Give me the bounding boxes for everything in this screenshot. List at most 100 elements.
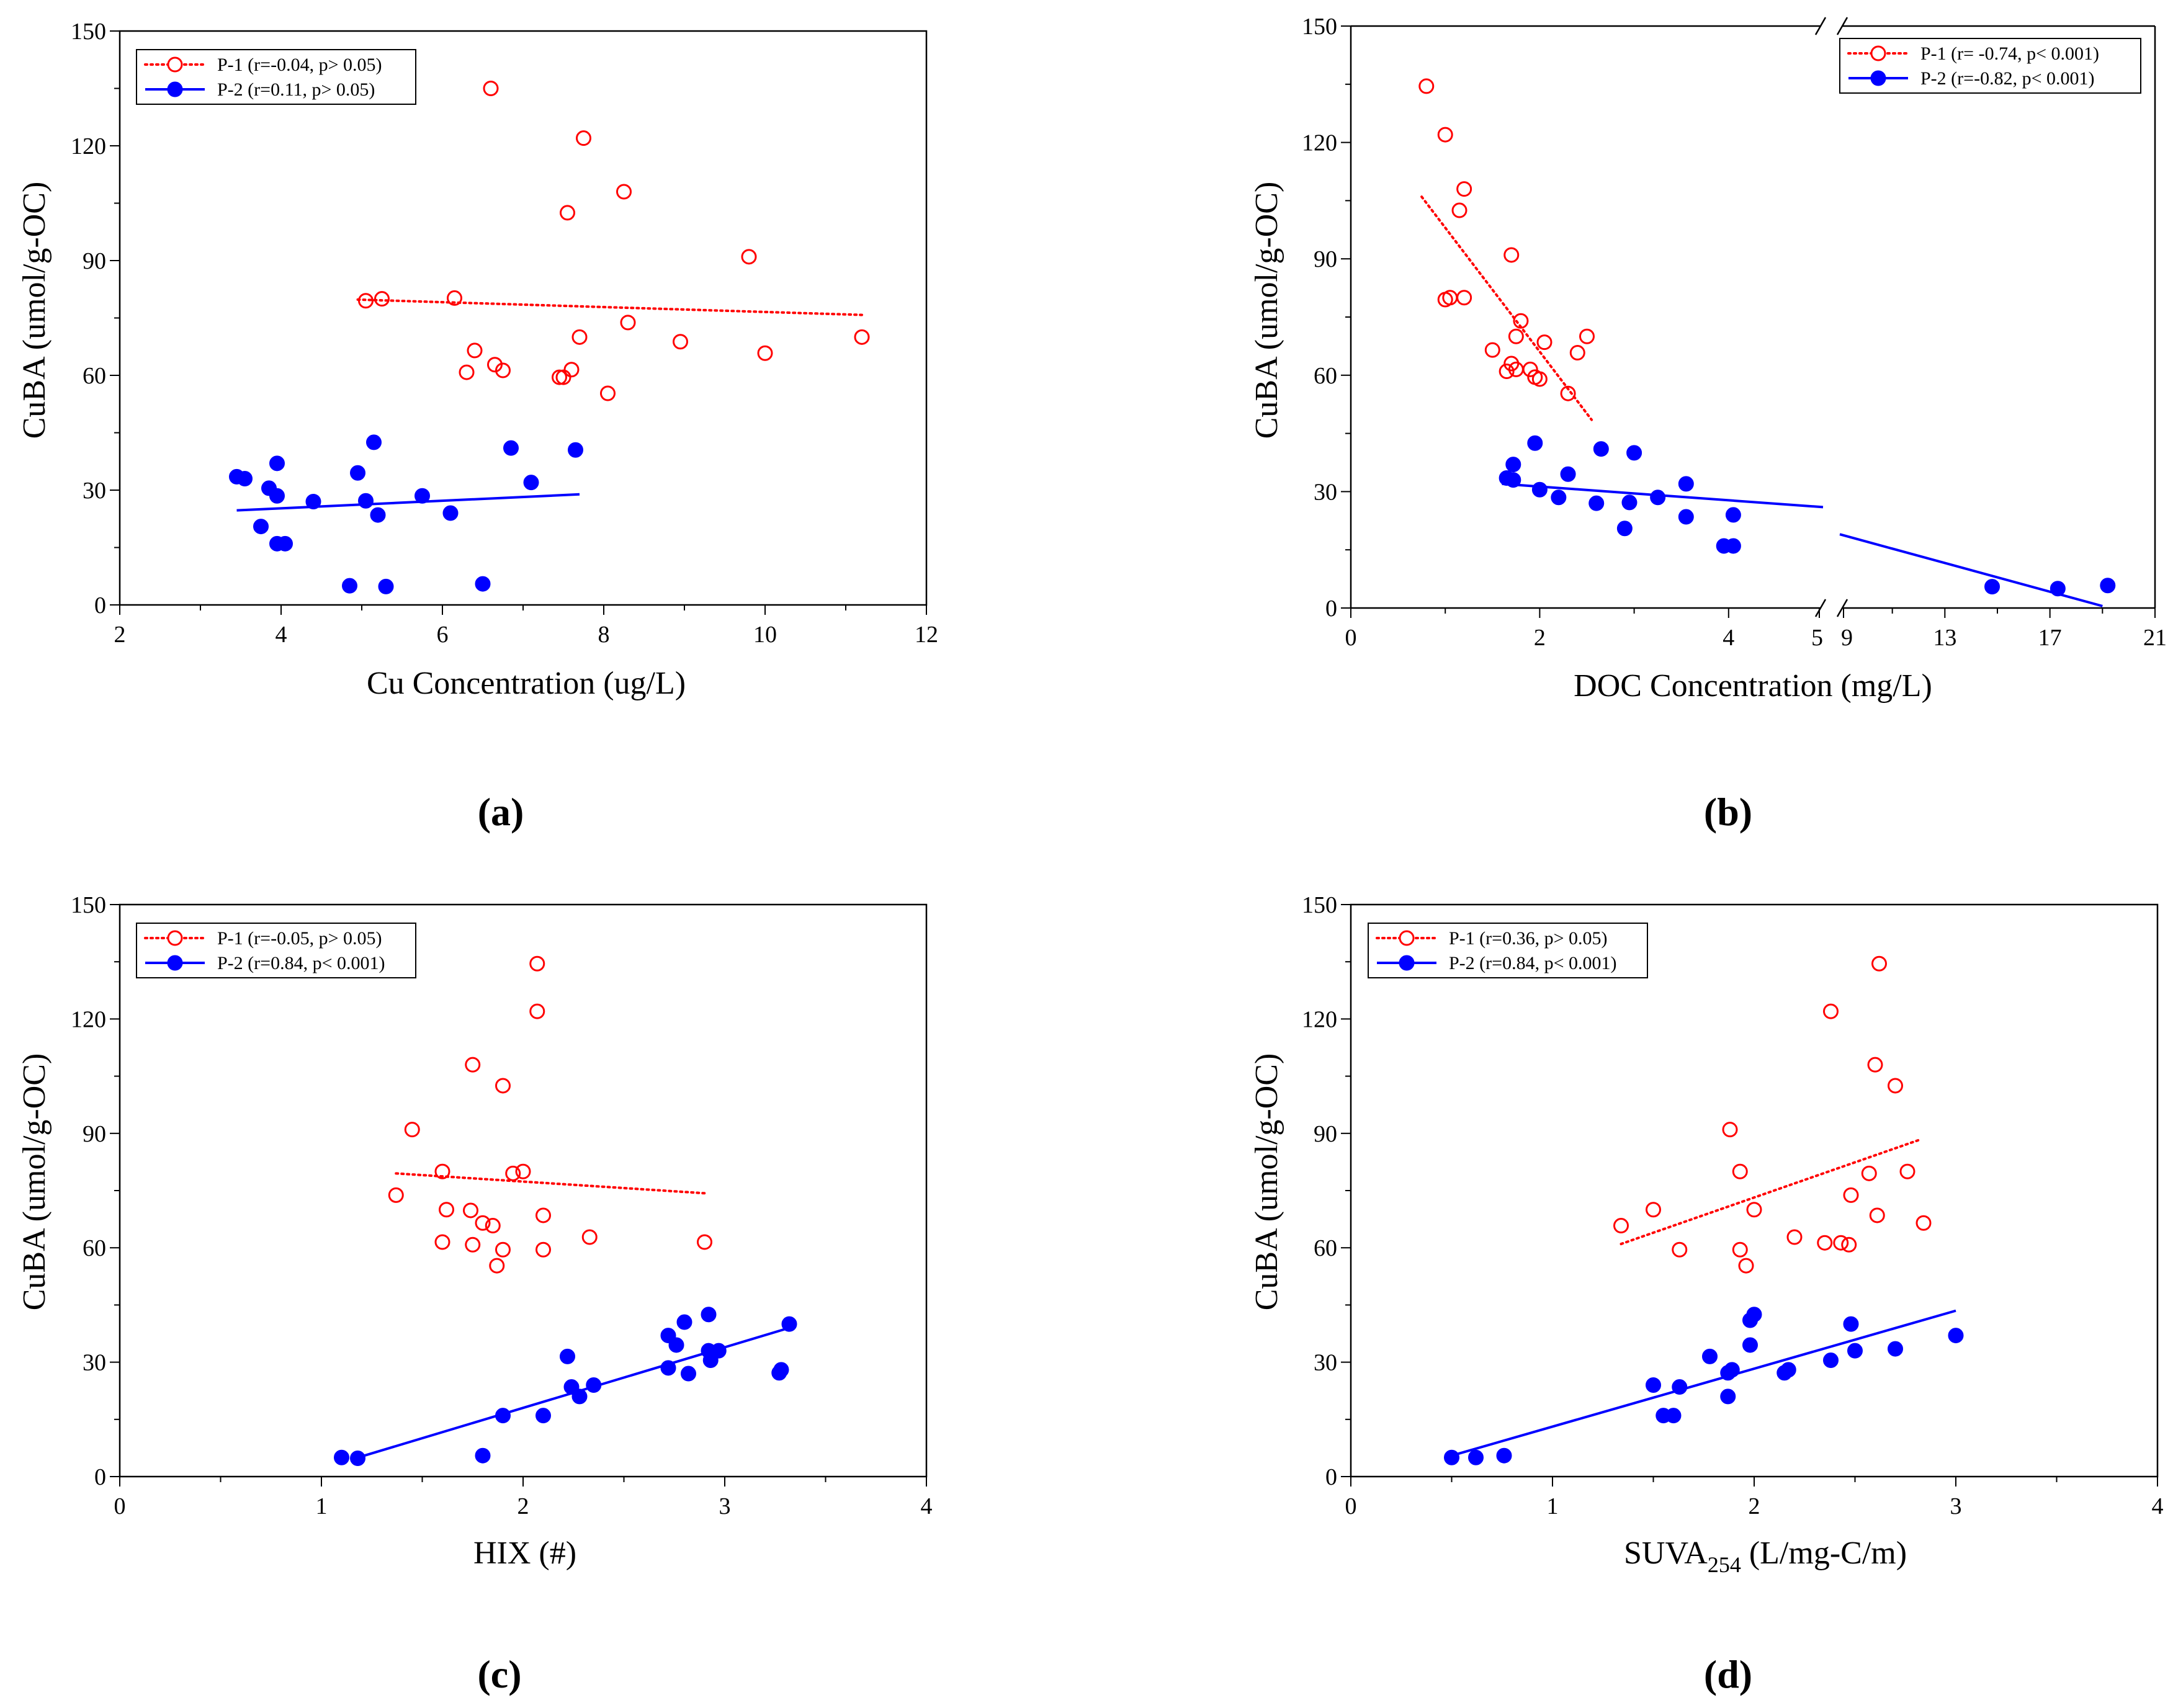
legend-marker-p2 [167,955,183,971]
panel-b-p2-point-13 [1678,476,1694,492]
panel-a-p2-point-14 [442,505,459,521]
panel-a-p2-point-15 [342,578,357,594]
y-tick-label: 120 [1302,1006,1337,1032]
panel-b-p2-point-17 [1725,507,1741,523]
panel-c-p2-point-1 [350,1450,365,1466]
panel-b-p1-point-20 [1560,385,1576,401]
panel-d-p1-point-5 [1732,1163,1748,1179]
panel-d-p2-point-20 [1948,1328,1964,1344]
panel-d-p2-point-19 [1888,1341,1903,1357]
panel-d-ylabel: CuBA (umol/g-OC) [1249,1053,1284,1311]
panel-d-p2-point-8 [1720,1388,1736,1405]
panel-b-p1-point-0 [1418,78,1435,94]
axis-break-mark [1814,599,1827,617]
panel-a-p1-point-10 [673,334,688,350]
y-tick-label: 150 [71,19,106,45]
panel-c-p1-point-3 [495,1078,511,1094]
panel-a-p1-point-9 [571,329,588,345]
legend-marker-p2 [1870,70,1886,86]
panel-a-p1-point-11 [854,329,870,345]
chart-panel-c: 0 30 60 90 120 150 0 1 2 3 4 P-1 (r=-0.05, p> 0.05)… [71,892,933,1519]
panel-d-p2-fit-line [1451,1309,1956,1457]
panel-c-p2-point-2 [475,1447,491,1464]
panel-b-p1-fit-line [1420,195,1593,421]
panel-b-p1-point-3 [1451,202,1467,218]
axis-break-mark [1814,17,1827,35]
panel-d-p2-point-10 [1724,1362,1740,1378]
panel-a-p1-point-18 [555,369,571,385]
panel-d-p2-point-3 [1646,1377,1661,1393]
chart-panel-b: 0 30 60 90 120 150 0 2 4 5 9 13 17 21 P-1 (r= -0.74, p… [1302,14,2167,651]
panel-c-p1-point-17 [697,1234,712,1250]
y-tick-label: 120 [1302,130,1337,156]
panel-a-p1-point-4 [576,130,591,146]
panel-b-p2-point-7 [1588,495,1605,511]
x-tick-label: 9 [1841,625,1853,651]
panel-d-p1-point-3 [1888,1078,1903,1094]
panel-b-label: (b) [1704,790,1752,834]
panel-a-p1-point-12 [467,342,483,359]
panel-d-p1-point-2 [1867,1057,1883,1073]
panel-d-p1-point-4 [1722,1122,1738,1138]
panel-a-p1-point-3 [483,81,499,96]
panel-c-p1-point-19 [535,1241,551,1258]
panel-d-p1-point-11 [1869,1207,1885,1223]
y-tick-label: 90 [1314,246,1337,272]
panel-d-p2-point-1 [1468,1449,1484,1465]
panel-a-p1-point-17 [552,369,567,385]
panel-c-p2-point-17 [710,1343,727,1359]
y-tick-label: 120 [71,133,106,159]
legend-label-p2: P-2 (r=0.11, p> 0.05) [217,79,375,100]
panel-c-p2-point-0 [334,1449,349,1465]
x-tick-label: 3 [1950,1493,1962,1519]
panel-b-p1-point-15 [1499,364,1515,380]
panel-d-p1-point-15 [1817,1235,1833,1251]
panel-b-p2-point-8 [1593,441,1609,457]
panel-d-xlabel-subscript: 254 [1708,1552,1741,1577]
panel-c-ylabel: CuBA (umol/g-OC) [17,1053,52,1311]
panel-c-p1-point-11 [535,1207,551,1223]
x-tick-label: 2 [1749,1493,1760,1519]
panel-c-p2-point-4 [535,1408,551,1424]
panel-d-p2-point-18 [1847,1343,1863,1359]
legend-label-p2: P-2 (r=0.84, p< 0.001) [1449,953,1616,973]
panel-d-p1-point-8 [1843,1187,1859,1203]
panel-c-p2-point-19 [773,1362,789,1378]
panel-b-p2-point-10 [1621,494,1638,511]
y-tick-label: 60 [1314,363,1337,389]
y-tick-label: 0 [1325,1464,1337,1490]
y-tick-label: 90 [83,1121,106,1147]
x-tick-label: 4 [276,622,287,648]
x-tick-label: 2 [1534,625,1546,651]
panel-a-p2-point-12 [370,507,386,523]
panel-b-p2-point-1 [1505,472,1521,488]
panel-c-p2-point-11 [668,1337,684,1353]
panel-d-xlabel-main: SUVA [1624,1536,1708,1571]
panel-c-p1-point-16 [465,1236,481,1253]
y-tick-label: 30 [83,1350,106,1376]
x-tick-label: 4 [921,1493,933,1519]
x-tick-label: 1 [1547,1493,1559,1519]
y-tick-label: 90 [1314,1121,1337,1147]
panel-c-p1-point-8 [388,1187,404,1203]
panel-c-p1-point-7 [505,1165,521,1181]
panel-a-p1-point-1 [374,291,390,307]
panel-d-p2-point-17 [1843,1316,1859,1332]
panel-d-p2-point-15 [1780,1362,1796,1378]
panel-a-p2-point-20 [568,442,583,458]
panel-b-p1-point-7 [1456,290,1472,306]
chart-panel-d: 0 30 60 90 120 150 0 1 2 3 4 P-1 (r=0.36, p> 0.05) P… [1302,892,2164,1519]
x-tick-label: 2 [517,1493,529,1519]
panel-a-p2-point-4 [269,455,285,472]
panel-d-xlabel: SUVA254 (L/mg-C/m) [1624,1536,1907,1577]
panel-a-p2-point-19 [523,475,539,491]
panel-c-p1-point-13 [485,1218,501,1234]
panel-b-p1-point-6 [1442,290,1458,306]
y-tick-label: 60 [1314,1235,1337,1261]
panel-a-p1-point-8 [620,315,636,331]
legend-box [136,923,416,978]
panel-c-p1-point-20 [489,1258,505,1274]
legend-box [1839,38,2141,94]
panel-c-xlabel: HIX (#) [473,1536,576,1571]
